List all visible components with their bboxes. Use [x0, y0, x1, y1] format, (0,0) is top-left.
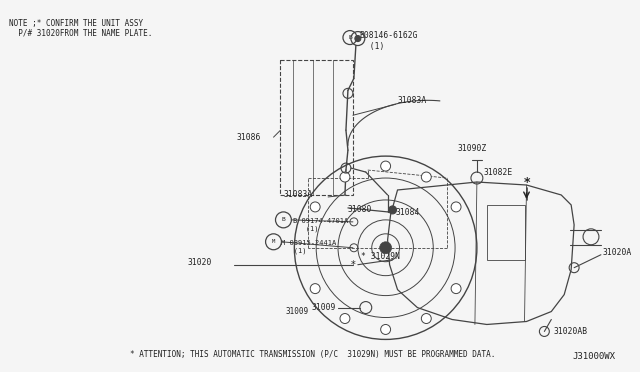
- Circle shape: [310, 202, 320, 212]
- Circle shape: [310, 283, 320, 294]
- Text: 31083A: 31083A: [284, 190, 313, 199]
- Circle shape: [451, 202, 461, 212]
- Text: 31086: 31086: [237, 133, 261, 142]
- Text: M: M: [272, 239, 275, 244]
- Text: *: *: [524, 176, 530, 189]
- Text: * ATTENTION; THIS AUTOMATIC TRANSMISSION (P/C  31029N) MUST BE PROGRAMMED DATA.: * ATTENTION; THIS AUTOMATIC TRANSMISSION…: [130, 350, 495, 359]
- Circle shape: [388, 206, 397, 214]
- Text: M 08915-2441A
   (1): M 08915-2441A (1): [282, 240, 337, 254]
- Circle shape: [340, 172, 350, 182]
- Circle shape: [381, 324, 390, 334]
- Text: 31080: 31080: [348, 205, 372, 214]
- Text: B08146-6162G
  (1): B08146-6162G (1): [360, 31, 419, 51]
- Text: 31090Z: 31090Z: [457, 144, 486, 153]
- Circle shape: [340, 314, 350, 324]
- Text: 31020AB: 31020AB: [554, 327, 588, 336]
- Text: NOTE ;* CONFIRM THE UNIT ASSY: NOTE ;* CONFIRM THE UNIT ASSY: [8, 19, 143, 28]
- Text: 31009: 31009: [285, 307, 308, 316]
- Circle shape: [451, 283, 461, 294]
- Text: * 31029N: * 31029N: [361, 252, 400, 261]
- Text: 31084: 31084: [396, 208, 420, 217]
- Circle shape: [421, 172, 431, 182]
- Text: 31020A: 31020A: [603, 248, 632, 257]
- Circle shape: [421, 314, 431, 324]
- Circle shape: [381, 161, 390, 171]
- Text: 31082E: 31082E: [484, 167, 513, 177]
- Text: 31083A: 31083A: [397, 96, 427, 105]
- Text: 31020: 31020: [188, 258, 212, 267]
- Circle shape: [355, 36, 361, 42]
- Text: B: B: [348, 35, 352, 40]
- Text: 31009: 31009: [311, 303, 335, 312]
- Text: B: B: [282, 217, 285, 222]
- Text: P/# 31020FROM THE NAME PLATE.: P/# 31020FROM THE NAME PLATE.: [8, 29, 152, 38]
- Text: *: *: [351, 260, 355, 270]
- Circle shape: [380, 242, 392, 254]
- Text: B 09174-4701A
   (1): B 09174-4701A (1): [293, 218, 349, 232]
- Text: J31000WX: J31000WX: [573, 352, 616, 361]
